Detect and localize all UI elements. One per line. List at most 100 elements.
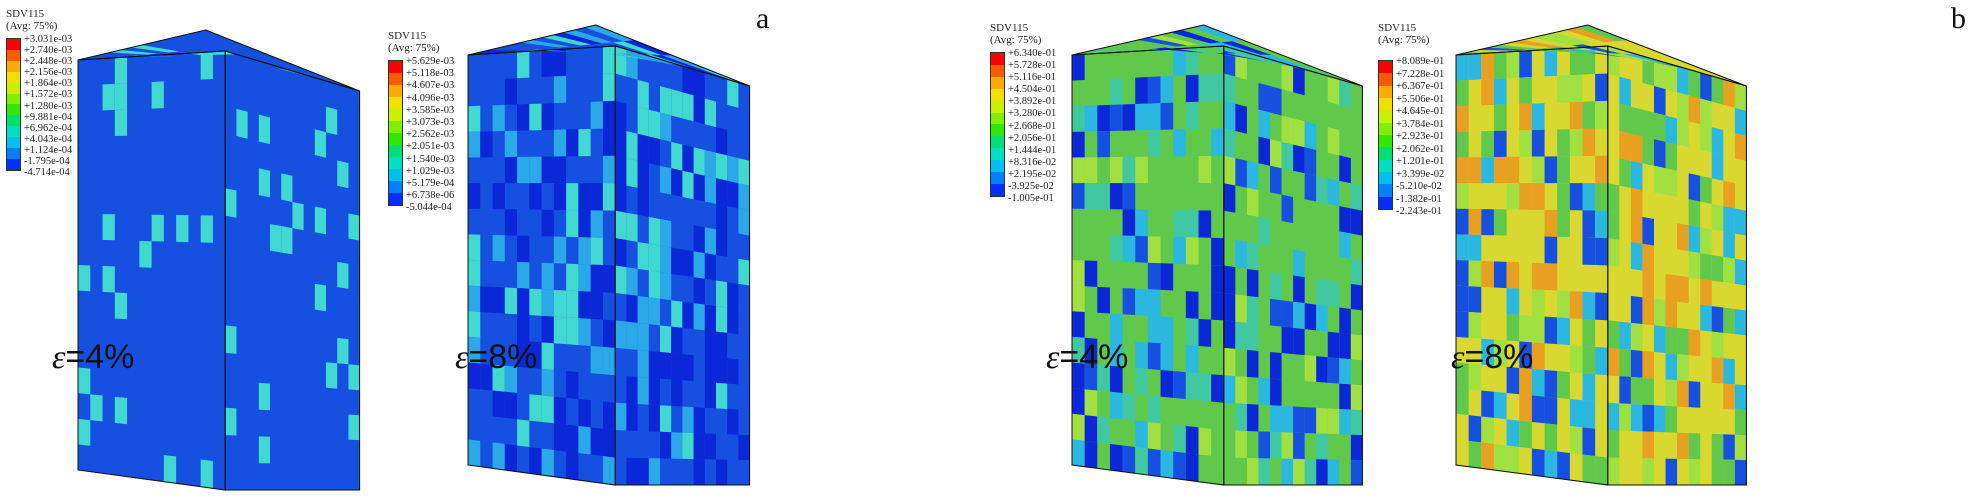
left-face-patch bbox=[578, 426, 591, 455]
right-face-patch bbox=[1677, 380, 1689, 408]
legend-color-swatch bbox=[7, 60, 20, 72]
left-face-patch bbox=[1531, 448, 1545, 477]
right-face-patch bbox=[1688, 459, 1701, 485]
top-face-patch bbox=[661, 55, 712, 71]
left-face-patch bbox=[492, 183, 505, 210]
left-face-patch bbox=[1582, 101, 1596, 129]
left-face-patch bbox=[1481, 157, 1494, 184]
left-face-patch bbox=[517, 419, 530, 447]
top-face-patch bbox=[1170, 30, 1222, 44]
left-face-patch bbox=[1198, 318, 1212, 347]
left-face-patch bbox=[1506, 314, 1520, 342]
left-face-patch bbox=[468, 285, 481, 313]
legend-value: -5.044e-04 bbox=[406, 202, 452, 214]
right-face-patch bbox=[1304, 303, 1317, 331]
right-face-patch bbox=[1246, 295, 1259, 325]
right-face-patch bbox=[671, 432, 683, 459]
right-face-patch bbox=[1711, 433, 1724, 460]
right-face-patch bbox=[671, 353, 683, 381]
left-face-patch bbox=[114, 83, 128, 110]
left-face-patch bbox=[468, 234, 481, 261]
left-face-patch bbox=[1185, 372, 1199, 401]
left-face-patch bbox=[1481, 442, 1494, 470]
right-face-patch bbox=[1223, 155, 1236, 186]
left-face-patch bbox=[1519, 420, 1532, 449]
left-face-patch bbox=[517, 340, 530, 368]
right-face-patch bbox=[1223, 320, 1236, 349]
right-face-patch bbox=[637, 160, 649, 191]
top-face-patch bbox=[131, 45, 180, 53]
right-face-patch bbox=[1607, 347, 1620, 377]
right-face-patch bbox=[1654, 298, 1666, 327]
left-face-patch bbox=[1531, 395, 1545, 424]
left-face-patch bbox=[1493, 104, 1507, 131]
left-face-patch bbox=[1072, 105, 1085, 132]
left-face-patch bbox=[468, 336, 481, 364]
right-face-patch bbox=[637, 322, 649, 351]
right-face-patch bbox=[1270, 272, 1282, 301]
right-face-patch bbox=[1723, 180, 1735, 209]
left-face-patch bbox=[553, 49, 567, 77]
right-face-patch bbox=[738, 158, 750, 186]
top-face-patch bbox=[650, 54, 701, 69]
right-face-patch bbox=[1619, 158, 1631, 188]
left-face-patch bbox=[590, 264, 603, 293]
right-face-patch bbox=[648, 404, 660, 432]
legend-color-swatch bbox=[1379, 134, 1392, 148]
legend-color-swatch bbox=[389, 97, 402, 109]
left-face-patch bbox=[1109, 443, 1123, 472]
left-face-patch bbox=[1531, 342, 1545, 370]
right-face-patch bbox=[704, 149, 716, 179]
right-face-patch bbox=[1246, 268, 1259, 298]
right-face-patch bbox=[1723, 206, 1735, 234]
right-face-patch bbox=[1654, 59, 1666, 90]
left-face-patch bbox=[1147, 103, 1161, 131]
right-face-patch bbox=[258, 382, 270, 411]
left-face-patch bbox=[590, 210, 603, 238]
legend-value: +2.448e-03 bbox=[24, 56, 73, 68]
right-face-patch bbox=[671, 326, 683, 355]
legend-values: +8.089e-01 +7.228e-01 +6.367e-01 +5.506e-01… bbox=[1396, 56, 1444, 219]
right-face-patch bbox=[1630, 376, 1643, 405]
right-face-patch bbox=[1350, 208, 1363, 236]
legend-colorbar bbox=[990, 52, 1005, 197]
right-face-patch bbox=[637, 241, 649, 271]
right-face-patch bbox=[1270, 351, 1282, 380]
left-face-patch bbox=[1097, 416, 1110, 444]
legend-color-swatch bbox=[1379, 196, 1392, 209]
right-face-patch bbox=[1677, 275, 1689, 304]
left-face-patch bbox=[468, 131, 481, 158]
right-face-patch bbox=[693, 225, 705, 254]
legend-value: -4.714e-04 bbox=[24, 167, 70, 179]
legend-color-swatch bbox=[389, 85, 402, 97]
left-face-patch bbox=[1072, 311, 1085, 338]
left-face-patch bbox=[1582, 183, 1596, 211]
top-face-patch bbox=[1477, 47, 1528, 51]
right-face-patch bbox=[1688, 225, 1701, 254]
right-face-patch bbox=[1293, 66, 1305, 96]
left-face-patch bbox=[517, 314, 530, 342]
right-face-patch bbox=[1327, 280, 1340, 308]
left-face-patch bbox=[1595, 456, 1608, 485]
right-face-patch bbox=[1642, 350, 1654, 379]
legend-value: +6.738e-06 bbox=[406, 190, 455, 202]
left-face-patch bbox=[1569, 74, 1583, 103]
left-face-patch bbox=[1147, 289, 1161, 317]
cube-edge bbox=[1071, 24, 1363, 87]
left-face-patch bbox=[1072, 183, 1085, 209]
left-face-patch bbox=[1595, 210, 1608, 239]
cube-edge bbox=[467, 24, 750, 87]
left-face-patch bbox=[566, 263, 579, 292]
legend-color-swatch bbox=[1379, 171, 1392, 185]
legend-value: +4.504e-01 bbox=[1008, 84, 1057, 96]
right-face-patch bbox=[1619, 321, 1631, 350]
right-face-patch bbox=[1630, 187, 1643, 217]
left-face-patch bbox=[602, 456, 616, 485]
legend-value: +2.195e-02 bbox=[1008, 168, 1057, 180]
top-face-patch bbox=[188, 51, 237, 56]
left-face-patch bbox=[1493, 130, 1507, 158]
right-face-patch bbox=[1281, 326, 1294, 355]
right-face-patch bbox=[716, 203, 728, 232]
legend-color-swatch bbox=[389, 121, 402, 133]
left-face-patch bbox=[1185, 453, 1199, 482]
